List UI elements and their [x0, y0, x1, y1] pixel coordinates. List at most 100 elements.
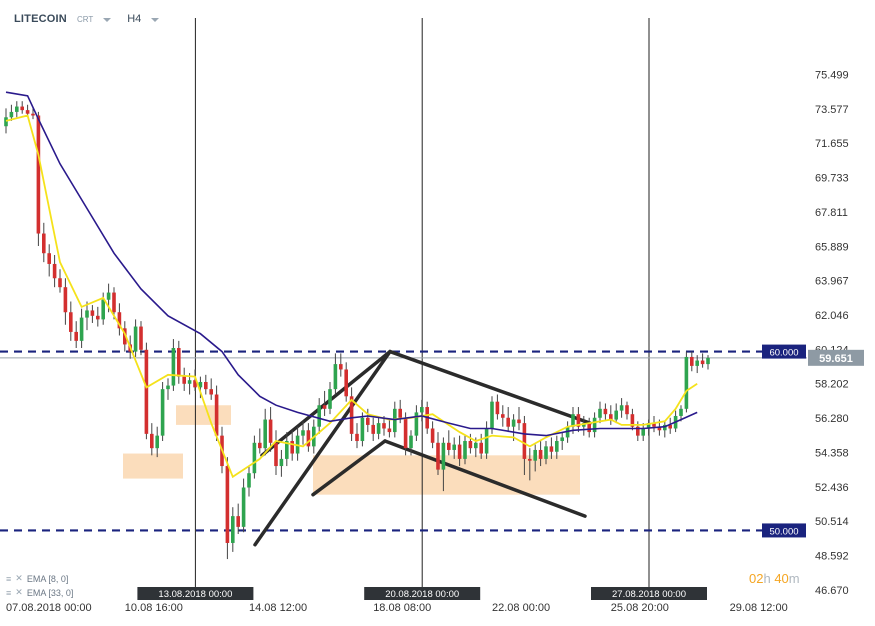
current-price-label: 59.651 — [819, 353, 853, 365]
candle-body — [420, 407, 424, 413]
candle — [139, 321, 143, 356]
candle-body — [690, 356, 694, 366]
candle-body — [231, 516, 235, 543]
candle-body — [4, 117, 8, 127]
level-tag-label: 60.000 — [769, 348, 798, 359]
candle-body — [484, 428, 489, 454]
support-zone — [313, 455, 580, 495]
candle — [166, 378, 170, 400]
candle — [123, 321, 127, 352]
candle — [52, 255, 57, 288]
candle — [79, 308, 84, 349]
candle-body — [517, 419, 521, 424]
indicator-ema-slow[interactable]: ≡ ✕ EMA [33, 0] — [6, 587, 73, 598]
candle-body — [652, 423, 656, 427]
candle-body — [603, 408, 608, 415]
candle-body — [171, 348, 176, 386]
candle — [387, 419, 392, 438]
candle-body — [258, 442, 262, 449]
candle-body — [69, 312, 73, 332]
candle — [15, 101, 19, 118]
candle-body — [187, 380, 192, 384]
candle — [31, 108, 35, 120]
candle — [533, 444, 537, 472]
x-axis-tick-label: 18.08 08:00 — [373, 602, 431, 614]
candle-body — [333, 364, 338, 390]
candle — [706, 355, 710, 370]
candle — [317, 398, 321, 434]
candle — [366, 408, 370, 433]
candle-body — [576, 414, 581, 427]
date-marker-label: 20.08.2018 00:00 — [385, 589, 459, 600]
candle — [609, 405, 613, 425]
candle — [420, 399, 424, 422]
timeframe-selector[interactable]: H4 — [127, 13, 142, 25]
candle-countdown: 02h 40m — [749, 571, 800, 586]
close-icon[interactable]: ✕ — [15, 573, 23, 583]
candle — [371, 417, 375, 442]
candle-body — [101, 299, 105, 320]
provider-label: CRT — [76, 14, 94, 24]
candle-body — [528, 458, 532, 461]
list-icon[interactable]: ≡ — [6, 573, 12, 584]
x-axis-tick-label: 25.08 20:00 — [611, 602, 669, 614]
candle — [85, 301, 89, 331]
candle — [360, 412, 365, 447]
candle — [457, 435, 462, 467]
candle-body — [403, 417, 408, 449]
chevron-down-icon[interactable] — [103, 18, 112, 22]
candle-body — [474, 442, 478, 449]
candle — [150, 423, 154, 456]
y-axis-tick-label: 46.670 — [815, 585, 849, 597]
candle — [42, 222, 46, 263]
x-axis-tick-label: 14.08 12:00 — [249, 602, 307, 614]
candle-body — [441, 442, 446, 470]
candle-body — [236, 516, 240, 527]
candle — [322, 390, 327, 416]
candle — [301, 421, 305, 445]
candle-body — [695, 360, 699, 366]
pattern-trendline — [253, 349, 392, 547]
candle — [144, 342, 149, 440]
close-icon[interactable]: ✕ — [15, 587, 23, 597]
candle-body — [544, 446, 548, 459]
candle — [268, 407, 273, 452]
candle-body — [123, 328, 127, 345]
candle — [328, 381, 332, 415]
candle — [576, 407, 581, 433]
candle-body — [630, 414, 635, 427]
date-marker-tag — [364, 587, 481, 600]
candle-body — [609, 414, 613, 420]
candle-body — [436, 442, 440, 470]
candle — [74, 321, 78, 349]
candle — [679, 405, 683, 422]
candle — [641, 423, 645, 442]
candle-body — [268, 419, 273, 443]
candle-body — [414, 412, 419, 436]
y-axis-tick-label: 63.967 — [815, 276, 849, 288]
candle-body — [252, 442, 257, 474]
candle-body — [376, 423, 381, 434]
candle-body — [160, 389, 165, 436]
candle — [452, 437, 456, 459]
candle — [409, 430, 413, 456]
indicator-ema-fast[interactable]: ≡ ✕ EMA [8, 0] — [6, 573, 68, 584]
candle-body — [495, 401, 500, 415]
candle — [441, 437, 446, 492]
candle-body — [47, 253, 51, 264]
candle-body — [598, 408, 602, 418]
candle — [36, 111, 41, 247]
list-icon[interactable]: ≡ — [6, 587, 12, 598]
candle-body — [582, 423, 586, 427]
candle-body — [501, 414, 505, 418]
symbol-label[interactable]: LITECOIN — [14, 13, 67, 25]
candle — [112, 287, 116, 320]
indicator-label: EMA [8, 0] — [26, 573, 69, 584]
candle — [96, 306, 100, 327]
candle — [177, 340, 181, 384]
candle-body — [290, 441, 294, 454]
candle-body — [533, 449, 537, 461]
chevron-down-icon[interactable] — [151, 18, 160, 22]
candle-body — [592, 417, 597, 433]
